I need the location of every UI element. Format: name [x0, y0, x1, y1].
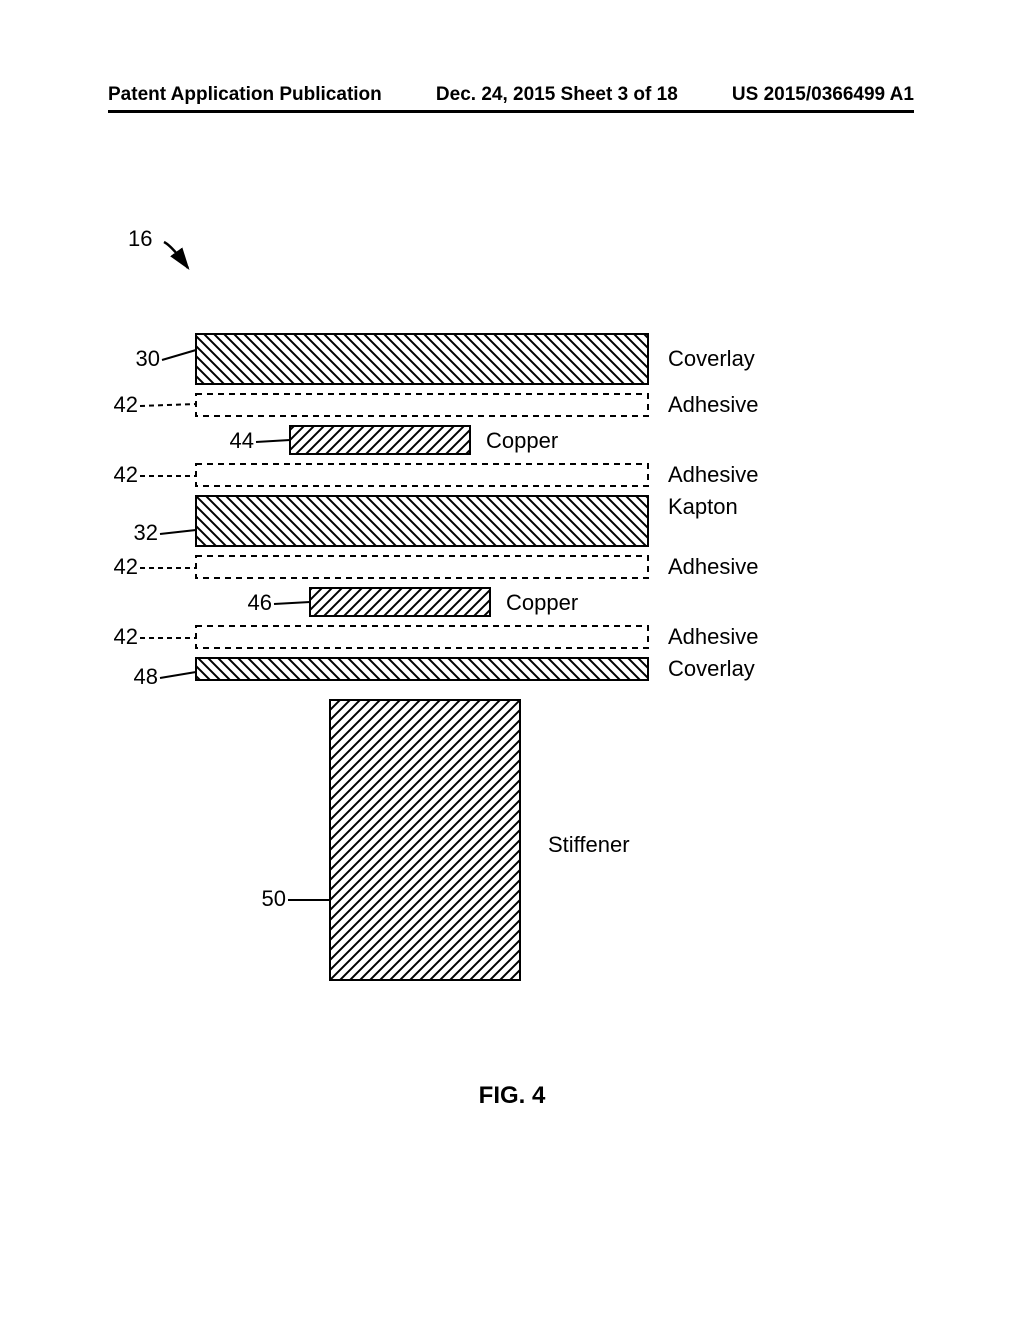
refnum-48-8: 48	[134, 664, 158, 689]
layer-kapton-4	[196, 496, 648, 546]
leader-line-0	[162, 350, 196, 360]
figure-diagram: 30 42 44 42 32 42 46 42 48 50 Coverlay Adhesive Cop…	[0, 0, 1024, 1320]
refnum-42-5: 42	[114, 554, 138, 579]
refnum-50-9: 50	[262, 886, 286, 911]
assembly-refnum: 16	[128, 226, 152, 251]
layer-stiffener-9	[330, 700, 520, 980]
refnum-42-7: 42	[114, 624, 138, 649]
layer-label-coverlay-0: Coverlay	[668, 346, 755, 371]
layer-label-stiffener-9: Stiffener	[548, 832, 630, 857]
leader-line-1	[140, 404, 196, 406]
layer-coverlay-0	[196, 334, 648, 384]
layer-adhesive-5	[196, 556, 648, 578]
layer-label-kapton-4: Kapton	[668, 494, 738, 519]
refnum-42-1: 42	[114, 392, 138, 417]
assembly-ref-group: 16	[128, 226, 188, 268]
layer-adhesive-7	[196, 626, 648, 648]
layer-copper-6	[310, 588, 490, 616]
leader-line-2	[256, 440, 290, 442]
refnum-32-4: 32	[134, 520, 158, 545]
refnum-46-6: 46	[248, 590, 272, 615]
layer-coverlay-8	[196, 658, 648, 680]
layer-copper-2	[290, 426, 470, 454]
right-labels-group: Coverlay Adhesive Copper Adhesive Kapton Adhe…	[486, 346, 759, 857]
leader-line-8	[160, 672, 196, 678]
layer-adhesive-3	[196, 464, 648, 486]
assembly-arrow	[164, 242, 188, 268]
layer-adhesive-1	[196, 394, 648, 416]
layer-label-copper-2: Copper	[486, 428, 558, 453]
layer-label-copper-6: Copper	[506, 590, 578, 615]
layer-label-adhesive-7: Adhesive	[668, 624, 759, 649]
refnum-42-3: 42	[114, 462, 138, 487]
leader-line-6	[274, 602, 310, 604]
figure-caption: FIG. 4	[0, 1082, 1024, 1110]
refnum-30-0: 30	[136, 346, 160, 371]
layer-label-adhesive-3: Adhesive	[668, 462, 759, 487]
layer-label-adhesive-5: Adhesive	[668, 554, 759, 579]
layers-group	[196, 334, 648, 980]
layer-label-coverlay-8: Coverlay	[668, 656, 755, 681]
leader-line-4	[160, 530, 196, 534]
page: Patent Application Publication Dec. 24, …	[0, 0, 1024, 1320]
refnum-44-2: 44	[230, 428, 254, 453]
layer-label-adhesive-1: Adhesive	[668, 392, 759, 417]
